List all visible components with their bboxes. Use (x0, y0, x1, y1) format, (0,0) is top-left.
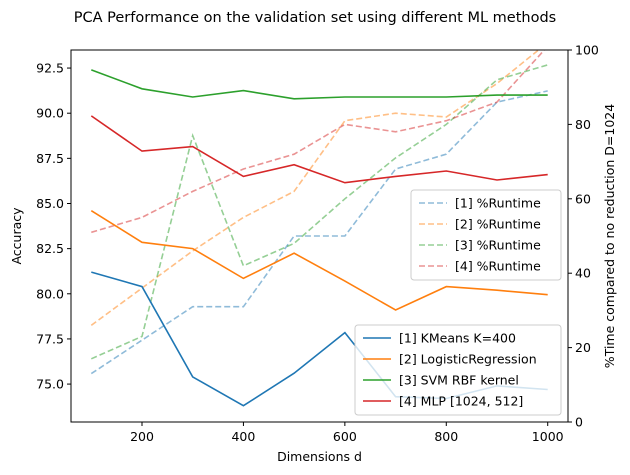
y2-tick-label: 80 (575, 117, 591, 132)
legend-entry-label: [3] SVM RBF kernel (399, 373, 519, 388)
runtime-series-line-2 (90, 50, 540, 326)
legend-runtime: [1] %Runtime [2] %Runtime [3] %Runtime [4] … (410, 189, 562, 281)
legend-entry-label: [2] %Runtime (455, 217, 541, 232)
legend-accuracy: [1] KMeans K=400 [2] LogisticRegression [3… (354, 324, 562, 416)
y2-tick-label: 0 (575, 415, 583, 430)
legend-entry-label: [2] LogisticRegression (399, 352, 537, 367)
x-tick-label: 600 (333, 429, 357, 444)
x-tick-label: 1000 (532, 429, 564, 444)
runtime-series-line-3 (90, 64, 548, 360)
accuracy-series-line-3 (91, 69, 548, 100)
runtime-series-line-4 (91, 50, 546, 234)
legend-box (410, 189, 562, 281)
x-tick-label: 400 (231, 429, 255, 444)
legend-entry-label: [4] MLP [1024, 512] (399, 394, 523, 409)
y-axis-label: Accuracy (9, 207, 24, 265)
y-tick-label: 87.5 (36, 151, 64, 166)
legend-box (354, 324, 562, 416)
y-tick-label: 82.5 (36, 241, 64, 256)
y-tick-label: 80.0 (36, 286, 64, 301)
legend-entry-label: [3] %Runtime (455, 238, 541, 253)
x-tick-label: 800 (434, 429, 458, 444)
y2-tick-label: 60 (575, 191, 591, 206)
y2-tick-label: 20 (575, 340, 591, 355)
y-tick-label: 85.0 (36, 196, 64, 211)
y-tick-label: 92.5 (36, 61, 64, 76)
runtime-series-line-1 (90, 90, 548, 375)
chart-title: PCA Performance on the validation set us… (74, 10, 556, 26)
accuracy-series-line-4 (90, 115, 548, 184)
x-tick-label: 200 (130, 429, 154, 444)
y2-axis-label: %Time compared to no reduction D=1024 (602, 104, 617, 368)
y2-tick-label: 40 (575, 266, 591, 281)
y-tick-label: 75.0 (36, 377, 64, 392)
legend-entry-label: [4] %Runtime (455, 259, 541, 274)
plot-frame (70, 49, 569, 423)
legend-entry-label: [1] %Runtime (455, 196, 541, 211)
y2-tick-label: 100 (575, 43, 599, 58)
y-tick-label: 77.5 (36, 331, 64, 346)
x-axis-label: Dimensions d (277, 449, 362, 464)
legend-entry-label: [1] KMeans K=400 (399, 331, 516, 346)
accuracy-series-line-2 (90, 210, 548, 311)
y-tick-label: 90.0 (36, 106, 64, 121)
